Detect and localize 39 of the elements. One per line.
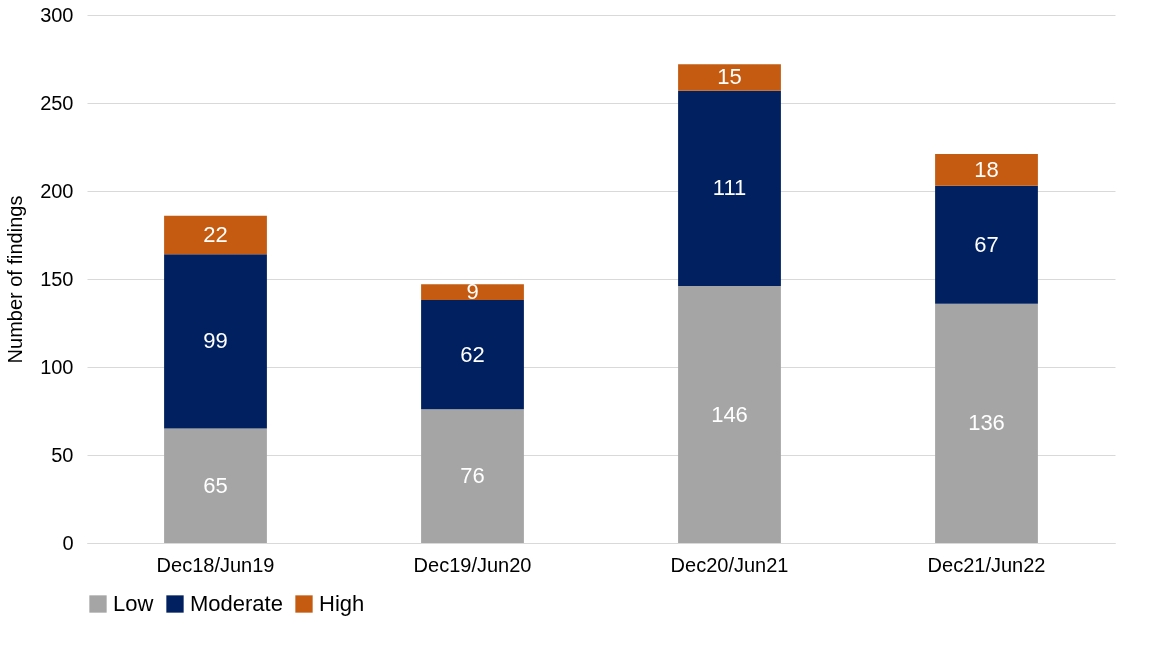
bar [935,154,1038,186]
x-tick-label: Dec21/Jun22 [927,553,1046,576]
bar [421,300,524,410]
legend-label: Moderate [190,591,283,616]
legend-label: High [319,591,365,616]
bar [935,303,1038,543]
data-label: 99 [203,328,228,354]
bar [935,185,1038,304]
bar [164,254,267,429]
bar [421,284,524,301]
data-label: 18 [974,156,999,182]
y-tick-label: 250 [40,91,74,114]
data-label: 111 [712,175,747,201]
data-label: 15 [717,64,742,90]
y-tick-label: 100 [40,355,74,378]
bar [164,215,267,255]
data-label: 67 [974,231,999,257]
bar [678,90,781,287]
data-label: 76 [460,463,485,489]
y-tick-label: 300 [40,3,74,26]
bar [164,428,267,543]
x-tick-label: Dec20/Jun21 [670,553,789,576]
x-tick-label: Dec18/Jun19 [156,553,275,576]
bar [421,409,524,543]
y-tick-label: 0 [62,531,74,554]
data-label: 62 [460,341,485,367]
y-tick-label: 50 [51,443,74,466]
y-axis-title: Number of findings [4,195,27,364]
data-label: 136 [968,410,1005,436]
data-label: 146 [711,401,748,427]
x-tick-label: Dec19/Jun20 [413,553,532,576]
y-tick-label: 200 [40,179,74,202]
y-tick-label: 150 [40,267,74,290]
legend-label: Low [113,591,154,616]
data-label: 9 [466,279,479,305]
data-label: 22 [203,222,228,247]
bar [678,286,781,543]
bar [678,64,781,91]
data-label: 65 [203,472,228,498]
